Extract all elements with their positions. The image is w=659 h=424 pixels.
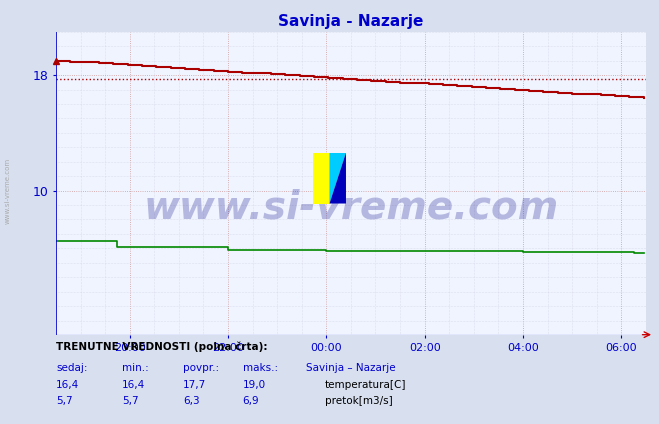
Text: min.:: min.: — [122, 363, 149, 373]
Polygon shape — [330, 153, 346, 204]
Text: 6,9: 6,9 — [243, 396, 259, 406]
Text: temperatura[C]: temperatura[C] — [325, 380, 407, 390]
Polygon shape — [330, 153, 346, 204]
Text: www.si-vreme.com: www.si-vreme.com — [143, 189, 559, 227]
Text: pretok[m3/s]: pretok[m3/s] — [325, 396, 393, 406]
Text: 19,0: 19,0 — [243, 380, 266, 390]
Text: sedaj:: sedaj: — [56, 363, 88, 373]
Text: 5,7: 5,7 — [122, 396, 138, 406]
Text: maks.:: maks.: — [243, 363, 277, 373]
Text: 6,3: 6,3 — [183, 396, 200, 406]
Text: 5,7: 5,7 — [56, 396, 72, 406]
Polygon shape — [313, 153, 330, 204]
Text: www.si-vreme.com: www.si-vreme.com — [5, 158, 11, 224]
Text: 16,4: 16,4 — [56, 380, 79, 390]
Text: TRENUTNE VREDNOSTI (polna črta):: TRENUTNE VREDNOSTI (polna črta): — [56, 341, 268, 352]
Text: Savinja – Nazarje: Savinja – Nazarje — [306, 363, 396, 373]
Text: 17,7: 17,7 — [183, 380, 206, 390]
Text: 16,4: 16,4 — [122, 380, 145, 390]
Text: povpr.:: povpr.: — [183, 363, 219, 373]
Title: Savinja - Nazarje: Savinja - Nazarje — [278, 14, 424, 29]
